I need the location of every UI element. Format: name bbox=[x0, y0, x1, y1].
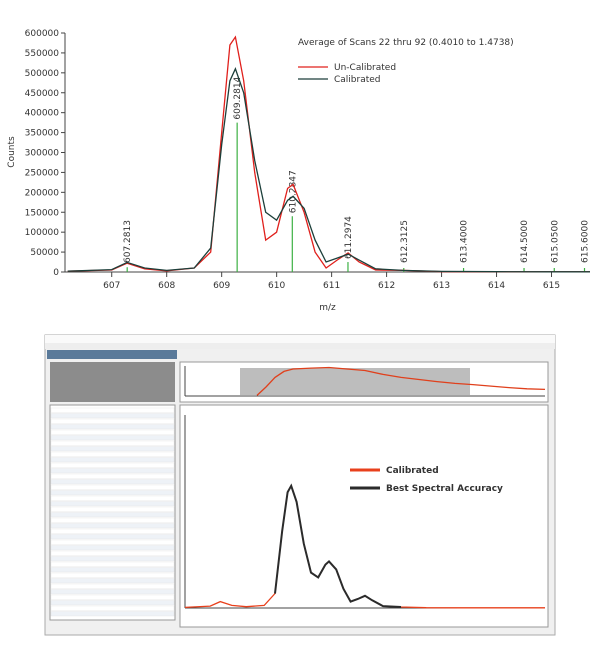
table-row bbox=[50, 600, 175, 606]
peak-label: 612.3125 bbox=[400, 220, 410, 263]
x-tick-label: 615 bbox=[543, 281, 560, 291]
table-rows bbox=[50, 407, 175, 617]
y-tick-label: 200000 bbox=[25, 188, 60, 198]
y-tick-label: 50000 bbox=[30, 248, 59, 258]
table-row bbox=[50, 495, 175, 501]
x-tick-label: 608 bbox=[158, 281, 175, 291]
table-row bbox=[50, 517, 175, 523]
series-line bbox=[67, 67, 590, 273]
y-tick-label: 600000 bbox=[25, 29, 60, 39]
table-row bbox=[50, 468, 175, 474]
y-tick-label: 550000 bbox=[25, 49, 60, 59]
peak-label: 614.5000 bbox=[520, 220, 530, 263]
table-row bbox=[50, 429, 175, 435]
series-line bbox=[67, 35, 590, 273]
x-tick-label: 613 bbox=[433, 281, 450, 291]
toolbar[interactable] bbox=[47, 350, 177, 359]
table-row bbox=[50, 545, 175, 551]
x-axis-label: m/z bbox=[319, 303, 336, 313]
legend-label: Calibrated bbox=[386, 466, 439, 476]
peak-label: 613.4000 bbox=[460, 220, 470, 263]
table-row bbox=[50, 605, 175, 611]
table-row bbox=[50, 523, 175, 529]
y-tick-label: 0 bbox=[53, 268, 59, 278]
y-axis-label: Counts bbox=[7, 136, 17, 168]
y-tick-label: 300000 bbox=[25, 149, 60, 159]
table-row bbox=[50, 490, 175, 496]
table-row bbox=[50, 418, 175, 424]
y-tick-label: 250000 bbox=[25, 168, 60, 178]
table-row bbox=[50, 413, 175, 419]
y-tick-label: 450000 bbox=[25, 89, 60, 99]
table-row bbox=[50, 594, 175, 600]
table-row bbox=[50, 446, 175, 452]
table-row bbox=[50, 583, 175, 589]
x-tick-label: 614 bbox=[488, 281, 505, 291]
table-row bbox=[50, 479, 175, 485]
table-row bbox=[50, 550, 175, 556]
peak-label: 607.2813 bbox=[123, 220, 133, 263]
table-row bbox=[50, 473, 175, 479]
table-row bbox=[50, 506, 175, 512]
table-row bbox=[50, 578, 175, 584]
table-row bbox=[50, 451, 175, 457]
table-row bbox=[50, 440, 175, 446]
table-row bbox=[50, 561, 175, 567]
area-line bbox=[256, 366, 546, 396]
tools-panel bbox=[50, 362, 175, 402]
y-tick-label: 150000 bbox=[25, 208, 60, 218]
table-row bbox=[50, 512, 175, 518]
table-row bbox=[50, 572, 175, 578]
table-row bbox=[50, 611, 175, 617]
menu-bar bbox=[45, 343, 555, 349]
table-row bbox=[50, 501, 175, 507]
x-tick-label: 610 bbox=[268, 281, 285, 291]
x-tick-label: 607 bbox=[103, 281, 120, 291]
x-tick-label: 609 bbox=[213, 281, 230, 291]
table-row bbox=[50, 407, 175, 413]
y-tick-label: 500000 bbox=[25, 69, 60, 79]
peak-label: 611.2974 bbox=[344, 216, 354, 259]
peak-label: 615.6000 bbox=[581, 220, 591, 263]
series-line bbox=[274, 483, 402, 608]
chart-title: Average of Scans 22 thru 92 (0.4010 to 1… bbox=[298, 38, 514, 48]
legend-label: Calibrated bbox=[334, 75, 381, 85]
table-row bbox=[50, 534, 175, 540]
table-row bbox=[50, 457, 175, 463]
table-row bbox=[50, 539, 175, 545]
legend-label: Un-Calibrated bbox=[334, 63, 396, 73]
spectrum-panel bbox=[179, 404, 549, 628]
table-row bbox=[50, 589, 175, 595]
table-row bbox=[50, 435, 175, 441]
y-tick-label: 350000 bbox=[25, 129, 60, 139]
table-row bbox=[50, 424, 175, 430]
table-row bbox=[50, 484, 175, 490]
table-row bbox=[50, 567, 175, 573]
table-row bbox=[50, 462, 175, 468]
title-bar bbox=[45, 335, 555, 343]
legend-label: Best Spectral Accuracy bbox=[386, 484, 503, 494]
x-tick-label: 612 bbox=[378, 281, 395, 291]
y-tick-label: 100000 bbox=[25, 228, 60, 238]
x-tick-label: 611 bbox=[323, 281, 340, 291]
table-row bbox=[50, 556, 175, 562]
peak-label: 610.2847 bbox=[288, 170, 298, 213]
peak-label: 609.2814 bbox=[233, 76, 243, 119]
y-tick-label: 400000 bbox=[25, 109, 60, 119]
table-row bbox=[50, 528, 175, 534]
peak-label: 615.0500 bbox=[550, 220, 560, 263]
